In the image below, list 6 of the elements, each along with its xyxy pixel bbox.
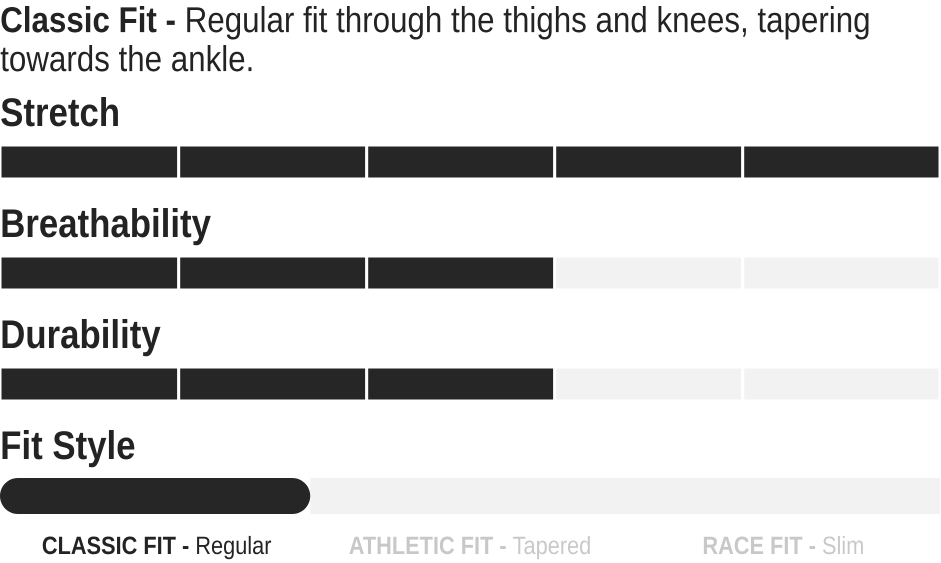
y-tick-label: Stretch [1,97,118,126]
text: Classic Fit - Regular fit through the thighs and knees, tapering towards the ankle. [0,6,869,72]
y-tick-label: Fit Style [2,430,134,468]
y-tick-label: Durability [2,319,161,356]
annotation: CLASSIC FIT - Regular [42,536,272,560]
y-tick-label: Breathability [2,208,211,246]
